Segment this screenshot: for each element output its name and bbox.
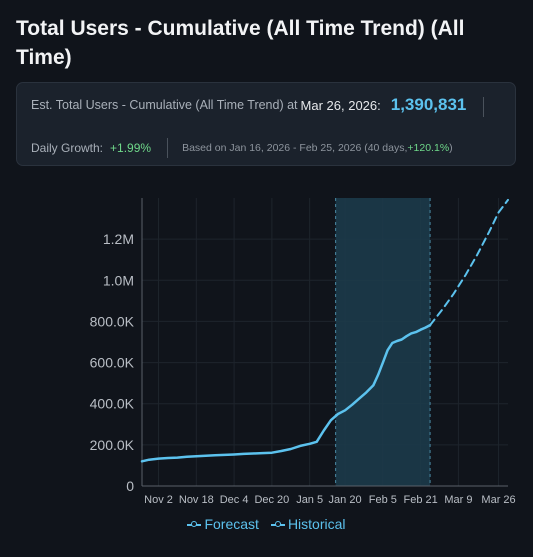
x-tick-label: Mar 9 [444, 494, 472, 506]
legend-marker-icon [187, 519, 202, 529]
legend-marker-icon [270, 519, 285, 529]
based-on-percent: +120.1% [407, 142, 450, 154]
estimate-date: Mar 26, 2026: [300, 97, 381, 113]
y-tick-label: 1.0M [103, 272, 134, 288]
summary-card: Est. Total Users - Cumulative (All Time … [16, 82, 516, 166]
estimate-value: 1,390,831 [390, 95, 467, 114]
x-tick-label: Feb 5 [369, 494, 397, 506]
daily-growth-value: +1.99% [110, 141, 152, 155]
highlight-band [335, 198, 431, 486]
y-tick-label: 400.0K [90, 396, 135, 412]
x-tick-label: Jan 5 [296, 494, 323, 506]
based-on-close: ) [449, 142, 453, 154]
line-chart: 0 200.0K 400.0K 600.0K 800.0K 1.0M 1.2M Nov 2 No… [90, 198, 516, 506]
y-tick-label: 200.0K [90, 437, 135, 453]
x-tick-label: Nov 18 [179, 494, 214, 506]
legend-label-historical: Historical [287, 516, 346, 532]
x-tick-label: Dec 4 [220, 494, 249, 506]
based-on-text: Based on Jan 16, 2026 - Feb 25, 2026 (40… [182, 142, 408, 154]
series-line-forecast [429, 198, 509, 327]
y-tick-label: 600.0K [90, 355, 135, 371]
x-tick-label: Nov 2 [144, 494, 173, 506]
y-tick-label: 0 [126, 478, 134, 494]
series-line-historical [140, 323, 432, 463]
y-tick-label: 800.0K [90, 313, 135, 329]
daily-growth-label: Daily Growth: [31, 141, 104, 155]
legend-item-historical[interactable]: Historical [270, 516, 346, 532]
x-tick-label: Jan 20 [329, 494, 362, 506]
x-tick-label: Feb 21 [404, 494, 438, 506]
divider [167, 138, 169, 158]
divider [483, 97, 484, 117]
estimate-label: Est. Total Users - Cumulative (All Time … [31, 98, 298, 112]
estimate-row: Est. Total Users - Cumulative (All Time … [31, 95, 466, 115]
x-tick-label: Dec 20 [254, 494, 289, 506]
x-tick-label: Mar 26 [481, 494, 515, 506]
legend: Forecast Historical [0, 516, 533, 532]
page-title: Total Users - Cumulative (All Time Trend… [16, 17, 465, 69]
legend-item-forecast[interactable]: Forecast [187, 516, 259, 532]
y-tick-label: 1.2M [103, 231, 134, 247]
legend-label-forecast: Forecast [204, 516, 259, 532]
growth-row: Daily Growth: +1.99% Based on Jan 16, 20… [31, 138, 453, 158]
